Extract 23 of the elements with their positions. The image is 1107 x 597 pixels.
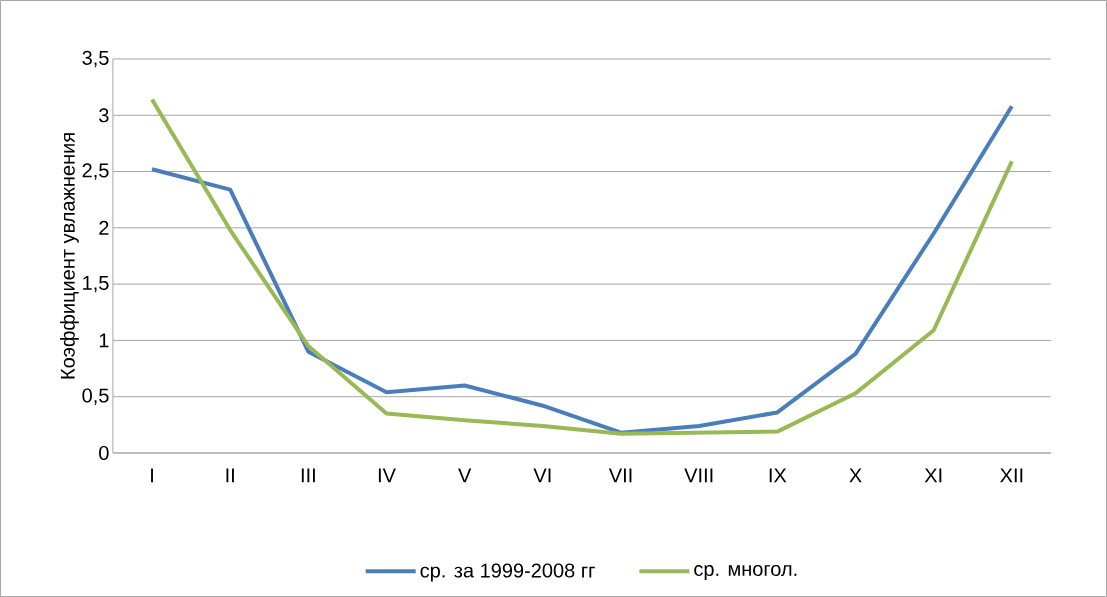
y-tick-label: 2,5 xyxy=(82,163,109,180)
x-tick-label: IX xyxy=(769,468,787,483)
x-tick-label: X xyxy=(849,468,862,483)
legend-label: ср. многол. xyxy=(694,565,797,580)
y-tick-label: 0 xyxy=(99,445,109,461)
x-tick-label: III xyxy=(301,468,315,483)
x-tick-label: IV xyxy=(378,468,396,483)
x-tick-label: VI xyxy=(533,468,551,483)
x-tick-label: XII xyxy=(1000,468,1023,483)
x-tick-label: I xyxy=(151,468,153,483)
y-tick-label: 2 xyxy=(99,220,109,235)
x-tick-label: VII xyxy=(608,468,632,483)
y-tick-label: 0,5 xyxy=(82,388,109,405)
x-tick-label: VIII xyxy=(684,468,713,483)
y-tick-label: 1 xyxy=(99,333,109,348)
y-axis-title: Коэффициент увлажнения xyxy=(60,133,79,379)
x-tick-label: II xyxy=(226,468,234,483)
x-tick-label: V xyxy=(458,468,472,483)
x-tick-label: XI xyxy=(924,468,942,483)
y-tick-label: 3,5 xyxy=(82,50,109,68)
y-tick-label: 1,5 xyxy=(83,275,109,293)
y-tick-label: 3 xyxy=(99,108,109,123)
legend-label: ср. за 1999-2008 гг xyxy=(420,563,595,582)
